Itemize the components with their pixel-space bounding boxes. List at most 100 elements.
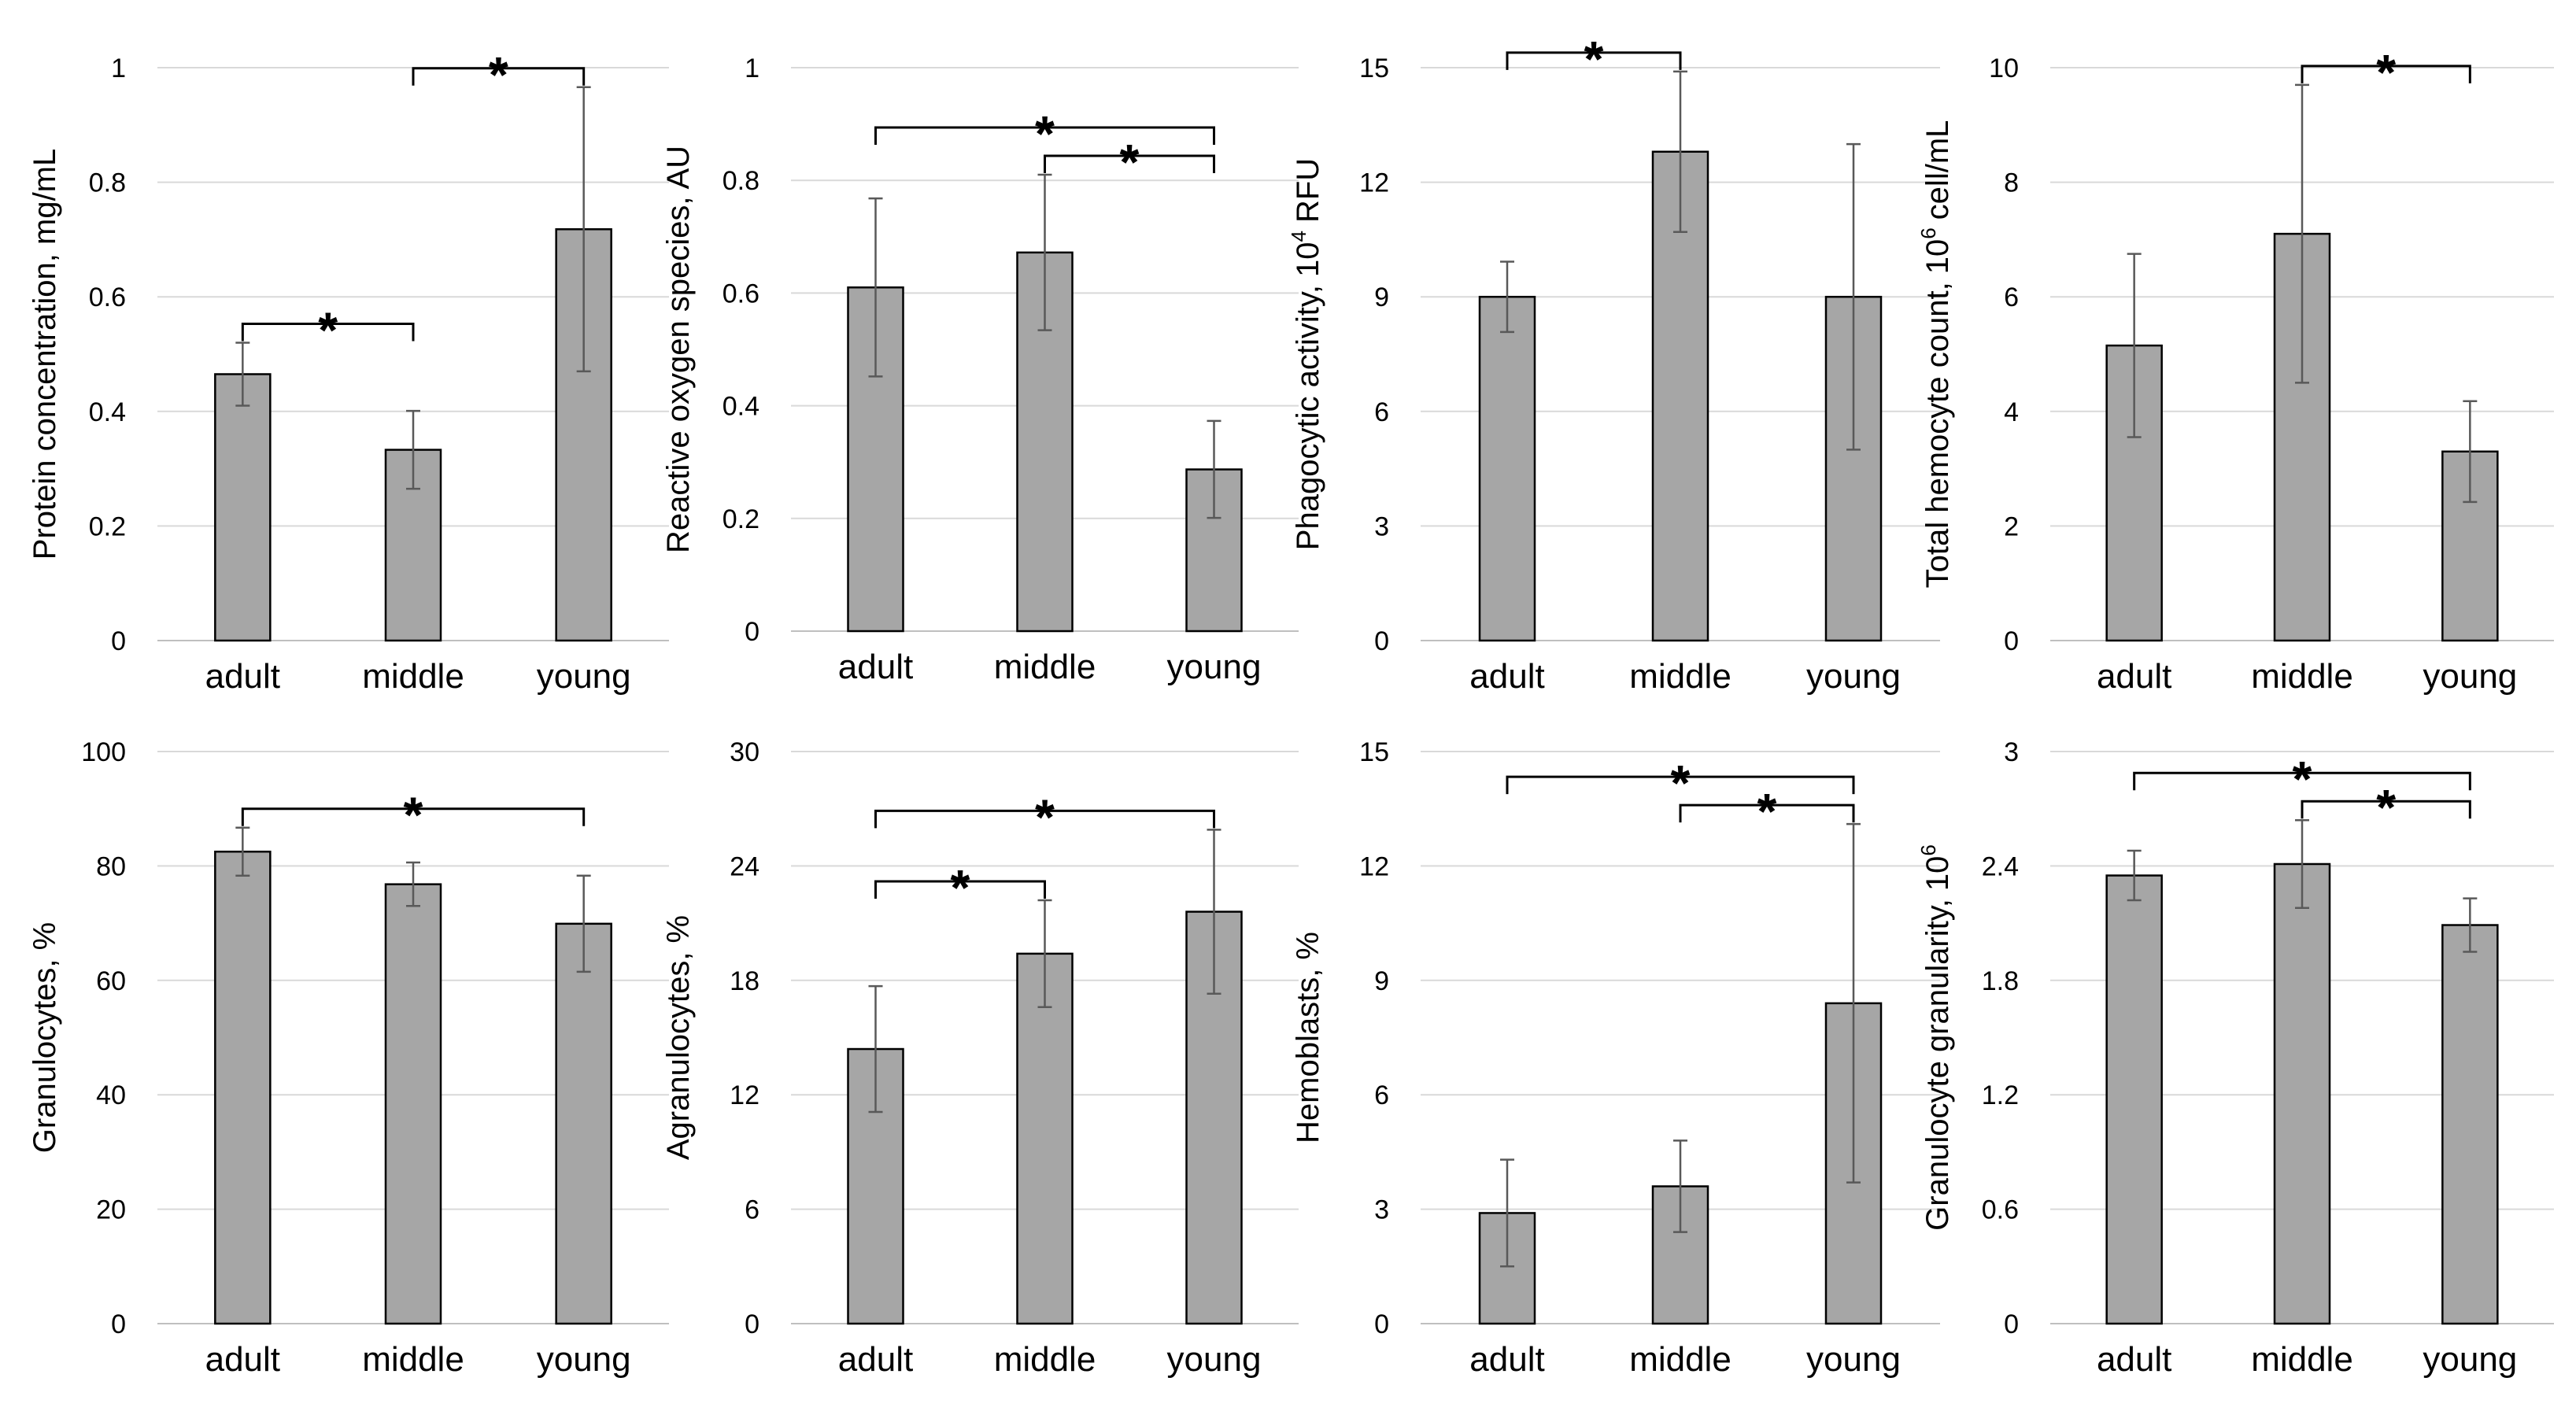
y-tick-label: 18 <box>730 966 759 996</box>
y-tick-label: 3 <box>2004 737 2019 767</box>
y-tick-label: 0.2 <box>723 504 759 534</box>
significance-bracket: * <box>1044 134 1215 190</box>
error-bar-middle <box>1037 899 1052 1008</box>
x-tick-label: adult <box>838 648 913 686</box>
x-tick-label: young <box>1167 1340 1262 1379</box>
error-bar-adult <box>2127 849 2142 902</box>
y-tick-label: 0.6 <box>89 283 126 312</box>
y-tick-label: 60 <box>96 966 126 996</box>
significance-star: * <box>1671 755 1691 811</box>
error-bar-young <box>576 874 591 973</box>
error-bar-young <box>1207 829 1221 995</box>
error-bar-middle <box>2295 83 2309 384</box>
y-axis-label: Agranulocytes, % <box>661 915 696 1160</box>
significance-star: * <box>1035 789 1055 845</box>
error-bar-middle <box>1673 70 1687 233</box>
x-tick-label: middle <box>362 1340 464 1379</box>
y-tick-label: 0 <box>111 1309 126 1339</box>
y-tick-label: 1.2 <box>1982 1080 2019 1110</box>
error-bar-young <box>2463 897 2478 953</box>
error-bar-middle <box>406 409 420 490</box>
significance-bracket: * <box>2133 751 2471 807</box>
significance-star: * <box>489 46 508 103</box>
bar-adult <box>1478 295 1536 642</box>
significance-star: * <box>1757 783 1777 840</box>
x-tick-label: adult <box>2097 1340 2171 1379</box>
significance-bracket: * <box>241 787 586 844</box>
y-axis-label: Granulocyte granularity,106 <box>1916 844 1955 1231</box>
panel-hemocyte: 0 2 4 6 8 10 Total hemocyte count,106cell/mL ad… <box>1916 44 2554 696</box>
error-bar-young <box>1846 822 1861 1184</box>
error-bar-young <box>1207 419 1221 519</box>
significance-star: * <box>1120 134 1140 190</box>
y-tick-label: 1 <box>111 54 126 83</box>
y-tick-label: 15 <box>1359 54 1389 83</box>
x-tick-label: young <box>537 1340 631 1379</box>
y-tick-label: 6 <box>2004 283 2019 312</box>
y-tick-label: 0 <box>745 617 759 647</box>
bar-young <box>555 922 612 1325</box>
y-tick-label: 12 <box>1359 851 1389 881</box>
significance-bracket: * <box>412 46 586 103</box>
y-tick-label: 1 <box>745 54 759 83</box>
x-tick-label: adult <box>2097 657 2171 696</box>
significance-bracket: * <box>874 105 1215 162</box>
significance-bracket: * <box>874 789 1215 845</box>
panel-phagocytic: 0 3 6 9 12 15 Phagocytic activity,104RFU adult m… <box>1287 31 1940 696</box>
y-tick-label: 30 <box>730 737 759 767</box>
y-tick-label: 2 <box>2004 512 2019 541</box>
y-tick-label: 2.4 <box>1982 851 2019 881</box>
x-tick-label: adult <box>1469 1340 1544 1379</box>
bar-adult <box>2105 874 2163 1325</box>
significance-star: * <box>1584 31 1604 87</box>
y-tick-label: 0 <box>745 1309 759 1339</box>
error-bar-young <box>576 86 591 373</box>
error-bar-middle <box>1673 1139 1687 1233</box>
y-axis-label: Hemoblasts, % <box>1291 932 1325 1143</box>
error-bar-adult <box>868 984 883 1114</box>
y-tick-label: 0 <box>2004 1309 2019 1339</box>
y-tick-label: 8 <box>2004 168 2019 198</box>
bar-middle <box>1016 952 1074 1325</box>
x-tick-label: young <box>2423 657 2517 696</box>
significance-star: * <box>2293 751 2312 807</box>
significance-star: * <box>2376 779 2396 836</box>
y-axis-label: Granulocytes, % <box>28 922 62 1153</box>
y-tick-label: 0 <box>111 626 126 656</box>
significance-bracket: * <box>1506 755 1855 811</box>
y-tick-label: 20 <box>96 1195 126 1225</box>
y-tick-label: 3 <box>1374 1195 1389 1225</box>
y-tick-label: 12 <box>730 1080 759 1110</box>
y-tick-label: 0.4 <box>89 397 126 427</box>
error-bar-middle <box>2295 818 2309 909</box>
error-bar-young <box>2463 400 2478 504</box>
y-tick-label: 40 <box>96 1080 126 1110</box>
y-axis-label: Total hemocyte count,106cell/mL <box>1916 120 1955 589</box>
x-tick-label: young <box>1806 657 1901 696</box>
y-axis-label: Phagocytic activity,104RFU <box>1287 158 1325 550</box>
y-tick-label: 80 <box>96 851 126 881</box>
error-bar-adult <box>2127 253 2142 438</box>
y-tick-label: 0 <box>1374 1309 1389 1339</box>
significance-star: * <box>318 301 338 358</box>
significance-bracket: * <box>1679 783 1855 840</box>
bar-middle <box>2273 862 2331 1325</box>
significance-bracket: * <box>874 859 1046 916</box>
x-tick-label: middle <box>2251 1340 2353 1379</box>
y-tick-label: 6 <box>1374 1080 1389 1110</box>
significance-star: * <box>951 859 970 916</box>
x-tick-label: middle <box>362 657 464 696</box>
panel-agranulocytes: 0 6 12 18 24 30 Agranulocytes, % adult middle you… <box>661 737 1299 1379</box>
x-tick-label: adult <box>205 1340 280 1379</box>
bar-adult <box>214 373 272 642</box>
y-tick-label: 9 <box>1374 966 1389 996</box>
error-bar-middle <box>406 861 420 907</box>
y-axis-label: Protein concentration, mg/mL <box>28 149 62 560</box>
bar-adult <box>214 850 272 1325</box>
panel-granularity: 0 0.6 1.2 1.8 2.4 3 Granulocyte granularity,10… <box>1916 737 2554 1379</box>
y-tick-label: 1.8 <box>1982 966 2019 996</box>
y-tick-label: 0 <box>1374 626 1389 656</box>
y-tick-label: 0.6 <box>1982 1195 2019 1225</box>
y-tick-label: 0 <box>2004 626 2019 656</box>
